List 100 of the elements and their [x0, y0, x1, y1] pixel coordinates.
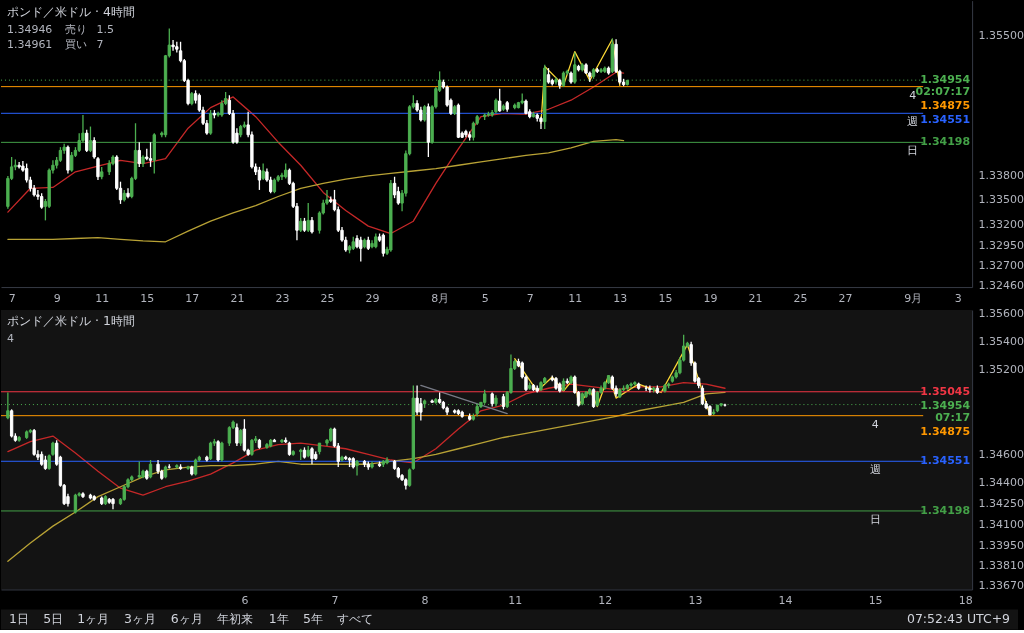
x-tick-label: 25: [320, 291, 335, 305]
candlestick: [498, 88, 502, 113]
x-tick-label: 11: [508, 593, 523, 607]
y-tick-label: 1.33810: [978, 559, 1024, 573]
annotation: 週: [907, 115, 919, 129]
candlestick: [70, 151, 74, 173]
annotation: 日: [907, 144, 919, 158]
x-tick-label: 12: [598, 593, 613, 607]
ref-line-label: 1.34198: [920, 503, 971, 517]
text: 5年: [302, 611, 323, 627]
text: 1年: [268, 611, 289, 627]
text: 07:52:43 UTC+9: [906, 611, 1011, 627]
text: 1日: [8, 611, 29, 627]
x-tick-label: 14: [778, 593, 793, 607]
text: 3ヶ月: [124, 611, 156, 627]
candlestick: [137, 141, 141, 168]
candlestick: [648, 384, 652, 394]
x-tick-label: 23: [275, 291, 290, 305]
y-tick-label: 1.32950: [978, 238, 1024, 252]
x-tick-label: 8月: [431, 291, 450, 305]
y-tick-label: 1.33670: [978, 578, 1024, 592]
x-tick-label: 29: [365, 291, 380, 305]
ref-line-label: 1.34551: [920, 113, 971, 127]
x-tick-label: 6: [241, 593, 249, 607]
y-tick-label: 1.34600: [978, 447, 1024, 461]
ref-line-label: 1.34954: [920, 73, 971, 87]
y-tick-label: 1.34250: [978, 497, 1024, 511]
y-tick-label: 1.35200: [978, 363, 1024, 377]
candlestick: [539, 116, 543, 130]
x-tick-label: 25: [793, 291, 808, 305]
y-tick-label: 1.35400: [978, 335, 1024, 349]
y-tick-label: 1.34400: [978, 476, 1024, 490]
candlestick: [235, 422, 239, 447]
candlestick: [171, 39, 175, 52]
annotation: 1.34961: [6, 37, 53, 51]
x-tick-label: 9: [53, 291, 61, 305]
x-tick-label: 7: [331, 593, 339, 607]
text: 5日: [43, 611, 64, 627]
y-tick-label: 1.35600: [978, 307, 1024, 321]
x-tick-label: 21: [230, 291, 245, 305]
x-tick-label: 7: [8, 291, 16, 305]
x-tick-label: 8: [421, 593, 429, 607]
ref-line-label: 1.34875: [920, 99, 971, 113]
annotation: 07:17: [935, 410, 971, 424]
candlestick: [419, 397, 423, 422]
text: 1ヶ月: [77, 611, 110, 627]
candlestick: [407, 467, 412, 488]
text: すべて: [337, 611, 374, 627]
ref-line-label: 1.34954: [920, 398, 971, 412]
x-tick-label: 17: [185, 291, 200, 305]
y-tick-label: 1.34100: [978, 518, 1024, 532]
x-tick-label: 11: [95, 291, 110, 305]
chart-title: ポンド／米ドル · 1時間: [6, 312, 135, 328]
x-tick-label: 7: [526, 291, 534, 305]
x-tick-label: 18: [958, 593, 973, 607]
annotation: 週: [869, 463, 881, 477]
candlestick: [66, 144, 70, 175]
x-tick-label: 19: [703, 291, 718, 305]
annotation: 売り: [64, 22, 87, 36]
x-tick-label: 11: [568, 291, 583, 305]
line-series: [7, 391, 726, 562]
candlestick: [306, 202, 310, 233]
y-tick-label: 1.33500: [978, 193, 1024, 207]
y-tick-label: 1.35500: [978, 28, 1024, 42]
y-tick-label: 1.32460: [978, 278, 1024, 292]
annotation: 02:07:17: [915, 85, 971, 99]
y-tick-label: 1.33950: [978, 539, 1024, 553]
ref-line-label: 1.35045: [920, 384, 971, 398]
x-tick-label: 15: [140, 291, 155, 305]
annotation: 1.34946: [6, 22, 53, 36]
ref-line-label: 1.34875: [920, 424, 971, 438]
x-tick-label: 13: [613, 291, 628, 305]
candlestick: [32, 428, 36, 457]
candlestick: [359, 236, 363, 263]
candlestick: [126, 187, 130, 199]
annotation: 1.5: [96, 22, 115, 36]
x-tick-label: 13: [688, 593, 703, 607]
text: 年初来: [217, 611, 254, 627]
x-tick-label: 9月: [904, 291, 923, 305]
y-tick-label: 1.33800: [978, 168, 1024, 182]
x-tick-label: 27: [838, 291, 853, 305]
x-tick-label: 5: [481, 291, 489, 305]
y-tick-label: 1.33200: [978, 217, 1024, 231]
candlestick: [85, 129, 89, 153]
candlestick: [227, 425, 232, 447]
line-series: [7, 139, 625, 243]
x-tick-label: 15: [868, 593, 883, 607]
x-tick-label: 21: [748, 291, 763, 305]
ref-line-label: 1.34551: [920, 454, 971, 468]
chart-title: ポンド／米ドル · 4時間: [6, 3, 135, 19]
y-tick-label: 1.32700: [978, 259, 1024, 273]
line-series: [7, 381, 726, 496]
annotation: 4: [871, 417, 879, 431]
annotation: 4: [6, 331, 14, 345]
candlestick: [381, 232, 385, 258]
line-series: [7, 71, 625, 235]
annotation: 買い: [64, 37, 87, 51]
annotation: 日: [869, 512, 881, 526]
x-tick-label: 3: [954, 291, 962, 305]
candlestick: [355, 459, 359, 477]
